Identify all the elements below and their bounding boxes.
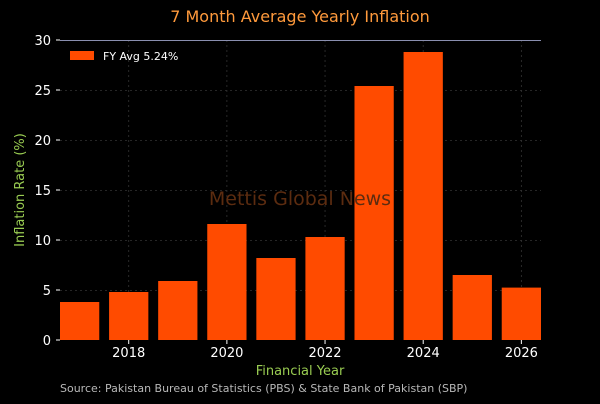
source-note: Source: Pakistan Bureau of Statistics (P…: [60, 382, 467, 395]
x-tick-label-2020: 2020: [210, 346, 243, 361]
bars: [60, 52, 541, 340]
x-tick-label-2026: 2026: [505, 346, 538, 361]
y-tick-label-20: 20: [34, 134, 51, 149]
legend: FY Avg 5.24%: [70, 50, 178, 63]
chart-title: 7 Month Average Yearly Inflation: [170, 7, 430, 26]
legend-swatch: [70, 51, 94, 60]
x-tick-label-2022: 2022: [308, 346, 341, 361]
y-axis-label: Inflation Rate (%): [13, 133, 28, 247]
x-axis-label: Financial Year: [256, 364, 345, 379]
bar-2018: [109, 292, 149, 340]
bar-2023: [354, 86, 394, 340]
bar-2017: [60, 302, 100, 340]
watermark: Mettis Global News: [209, 188, 391, 210]
y-axis-ticks: 0 5 10 15 20 25 30: [34, 34, 60, 349]
bar-2025: [452, 275, 492, 340]
x-tick-label-2018: 2018: [112, 346, 145, 361]
y-tick-label-0: 0: [43, 334, 51, 349]
x-axis-ticks: 2018 2020 2022 2024 2026: [112, 340, 538, 361]
y-tick-label-15: 15: [34, 184, 51, 199]
bar-2019: [158, 281, 198, 340]
y-tick-label-25: 25: [34, 84, 51, 99]
legend-label: FY Avg 5.24%: [103, 50, 178, 63]
x-tick-label-2024: 2024: [407, 346, 440, 361]
bar-2021: [256, 258, 296, 340]
bar-2024: [403, 52, 443, 340]
y-tick-label-30: 30: [34, 34, 51, 49]
y-tick-label-10: 10: [34, 234, 51, 249]
bar-2026: [501, 287, 541, 340]
bar-2022: [305, 237, 345, 340]
bar-2020: [207, 224, 247, 340]
y-tick-label-5: 5: [43, 284, 51, 299]
